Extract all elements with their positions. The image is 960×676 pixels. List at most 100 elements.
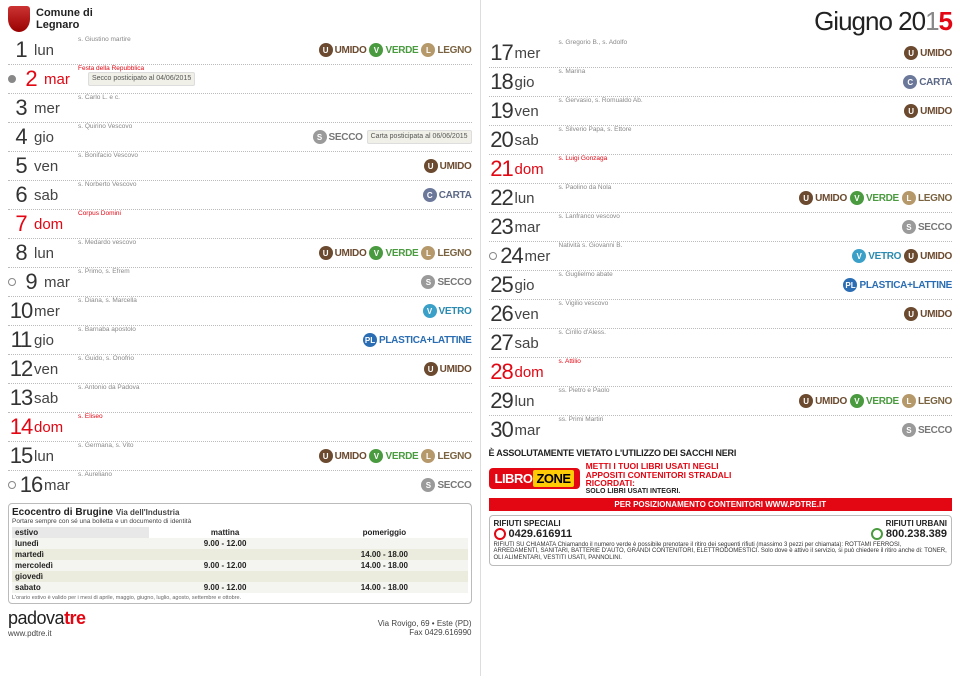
weekday: sab xyxy=(515,335,555,352)
badge-secco: SSECCO xyxy=(421,275,471,289)
rifiuti-box: RIFIUTI SPECIALI 0429.616911 RIFIUTI URB… xyxy=(489,515,953,567)
saint-name: s. Vigilio vescovo xyxy=(559,301,609,308)
muni-line1: Comune di xyxy=(36,7,93,19)
saint-name: s. Luigi Gonzaga xyxy=(559,156,608,163)
badge-label: PLASTICA+LATTINE xyxy=(379,335,472,346)
waste-badges: VVETRO xyxy=(423,304,472,318)
badge-icon: V xyxy=(369,43,383,57)
badge-icon: U xyxy=(904,104,918,118)
page: Comune di Legnaro 1 lun s. Giustino mart… xyxy=(0,0,960,676)
eco-sub: Portare sempre con sé una bolletta e un … xyxy=(12,518,468,525)
saint-name: s. Carlo L. e c. xyxy=(78,95,120,102)
brand-site: www.pdtre.it xyxy=(8,629,86,638)
badge-label: CARTA xyxy=(439,190,472,201)
saint-name: s. Silverio Papa, s. Ettore xyxy=(559,127,632,134)
footer-left: padovatre www.pdtre.it Via Rovigo, 69 • … xyxy=(8,608,472,638)
saint-name: s. Guido, s. Onofrio xyxy=(78,356,134,363)
badge-label: VERDE xyxy=(866,396,899,407)
day-number: 13 xyxy=(8,385,34,411)
moon-icon xyxy=(489,252,497,260)
badge-label: LEGNO xyxy=(918,193,952,204)
day-row: 19 ven s. Gervasio, s. Romualdo Ab. UUMI… xyxy=(489,96,953,125)
eco-morning xyxy=(149,549,301,560)
ecocentro-box: Ecocentro di Brugine Via dell'Industria … xyxy=(8,503,472,604)
weekday: ven xyxy=(34,361,74,378)
saint-name: s. Medardo vescovo xyxy=(78,240,136,247)
badge-verde: VVERDE xyxy=(850,191,899,205)
day-row: 8 lun s. Medardo vescovo UUMIDOVVERDELLE… xyxy=(8,238,472,267)
badge-icon: L xyxy=(421,43,435,57)
day-row: 24 mer Natività s. Giovanni B. VVETROUUM… xyxy=(489,241,953,270)
muni-header: Comune di Legnaro xyxy=(8,6,472,32)
saint-name: s. Aureliano xyxy=(78,472,112,479)
crest-icon xyxy=(8,6,30,32)
badge-icon: S xyxy=(902,220,916,234)
weekday: gio xyxy=(515,74,555,91)
saint-name: ss. Pietro e Paolo xyxy=(559,388,610,395)
badge-label: UMIDO xyxy=(815,396,847,407)
right-column: Giugno 2015 17 mer s. Gregorio B., s. Ad… xyxy=(481,0,960,676)
badge-icon: U xyxy=(904,307,918,321)
weekday: gio xyxy=(34,332,74,349)
badge-label: VERDE xyxy=(385,45,418,56)
waste-badges: UUMIDOVVERDELLEGNO xyxy=(319,43,472,57)
weekday: gio xyxy=(34,129,74,146)
day-row: 10 mer s. Diana, s. Marcella VVETRO xyxy=(8,296,472,325)
waste-badges: UUMIDOVVERDELLEGNO xyxy=(799,394,952,408)
badge-label: UMIDO xyxy=(335,45,367,56)
badge-secco: SSECCO xyxy=(421,478,471,492)
badge-icon: U xyxy=(424,159,438,173)
weekday: mer xyxy=(525,248,565,265)
waste-badges: SSECCO xyxy=(313,130,363,144)
waste-badges: UUMIDO xyxy=(424,362,472,376)
moon-icon xyxy=(8,75,16,83)
day-row: 23 mar s. Lanfranco vescovo SSECCO xyxy=(489,212,953,241)
right-days-list: 17 mer s. Gregorio B., s. Adolfo UUMIDO … xyxy=(489,39,953,444)
left-days-list: 1 lun s. Giustino martire UUMIDOVVERDELL… xyxy=(8,36,472,499)
day-row: 11 gio s. Barnaba apostolo PLPLASTICA+LA… xyxy=(8,325,472,354)
day-row: 30 mar ss. Primi Martiri SSECCO xyxy=(489,415,953,444)
day-number: 24 xyxy=(499,243,525,269)
waste-badges: CCARTA xyxy=(903,75,952,89)
moon-icon xyxy=(8,481,16,489)
badge-label: UMIDO xyxy=(920,309,952,320)
waste-badges: UUMIDO xyxy=(904,104,952,118)
day-number: 21 xyxy=(489,156,515,182)
badge-umido: UUMIDO xyxy=(904,46,952,60)
badge-carta: CCARTA xyxy=(903,75,952,89)
day-row: 29 lun ss. Pietro e Paolo UUMIDOVVERDELL… xyxy=(489,386,953,415)
eco-head-mattina: mattina xyxy=(149,527,301,538)
day-row: 18 gio s. Marina CCARTA xyxy=(489,67,953,96)
librozone-logo: LIBROZONE xyxy=(489,468,580,489)
librozone: LIBROZONE METTI I TUOI LIBRI USATI NEGLI… xyxy=(489,462,953,495)
eco-afternoon: 14.00 - 18.00 xyxy=(301,560,467,571)
badge-icon: PL xyxy=(363,333,377,347)
saint-name: s. Barnaba apostolo xyxy=(78,327,136,334)
badge-umido: UUMIDO xyxy=(319,449,367,463)
badge-icon: U xyxy=(424,362,438,376)
weekday: ven xyxy=(34,158,74,175)
badge-icon: U xyxy=(904,249,918,263)
eco-row: lunedì 9.00 - 12.00 xyxy=(12,538,468,549)
waste-badges: SSECCO xyxy=(902,220,952,234)
day-row: 1 lun s. Giustino martire UUMIDOVVERDELL… xyxy=(8,36,472,64)
badge-umido: UUMIDO xyxy=(799,191,847,205)
badge-legno: LLEGNO xyxy=(421,449,471,463)
day-number: 5 xyxy=(8,153,34,179)
badge-umido: UUMIDO xyxy=(424,362,472,376)
rifiuti-body: RIFIUTI SU CHIAMATA Chiamando il numero … xyxy=(494,542,948,563)
phone-icon xyxy=(494,528,506,540)
muni-name: Comune di Legnaro xyxy=(36,7,93,31)
eco-day: mercoledì xyxy=(12,560,149,571)
weekday: dom xyxy=(515,364,555,381)
eco-morning xyxy=(149,571,301,582)
badge-icon: L xyxy=(902,191,916,205)
day-row: 2 mar Festa della Repubblica Secco posti… xyxy=(8,64,472,93)
badge-verde: VVERDE xyxy=(850,394,899,408)
waste-badges: SSECCO xyxy=(421,478,471,492)
day-row: 4 gio s. Quirino Vescovo SSECCOCarta pos… xyxy=(8,122,472,151)
day-row: 14 dom s. Eliseo xyxy=(8,412,472,441)
saint-name: Corpus Domini xyxy=(78,211,121,218)
badge-label: PLASTICA+LATTINE xyxy=(859,280,952,291)
saint-name: s. Guglielmo abate xyxy=(559,272,613,279)
